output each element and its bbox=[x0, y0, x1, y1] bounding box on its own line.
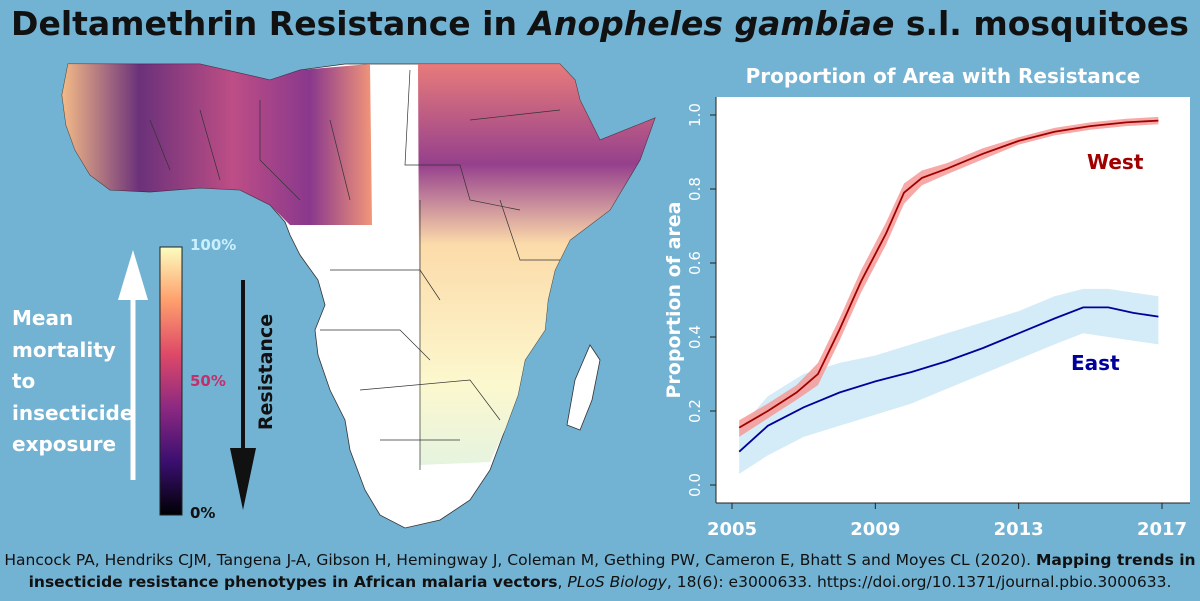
citation-details: , 18(6): e3000633. https://doi.org/10.13… bbox=[666, 573, 1172, 591]
y-tick-label: 0.8 bbox=[686, 177, 704, 201]
mortality-arrow-icon bbox=[118, 250, 148, 480]
west-resistance-raster bbox=[62, 64, 372, 225]
title-species: Anopheles gambiae bbox=[528, 4, 895, 43]
proportion-chart: Proportion of Area with Resistance 0.0 0.… bbox=[663, 64, 1190, 540]
title-text-end: s.l. mosquitoes bbox=[894, 4, 1189, 43]
citation: Hancock PA, Hendriks CJM, Tangena J-A, G… bbox=[4, 551, 1196, 591]
east-resistance-raster bbox=[418, 64, 655, 465]
scale-label-mid: 50% bbox=[190, 372, 226, 390]
y-tick-label: 0.6 bbox=[686, 251, 704, 275]
series-west-line bbox=[738, 119, 1159, 429]
scale-label-bottom: 0% bbox=[190, 504, 216, 522]
chart-title: Proportion of Area with Resistance bbox=[746, 64, 1141, 88]
resistance-arrow-icon bbox=[230, 280, 256, 510]
africa-map: Resistance bbox=[61, 63, 656, 529]
x-tick-label: 2005 bbox=[707, 519, 757, 540]
mortality-label: Mean mortality to insecticide exposure bbox=[12, 306, 134, 456]
y-axis-label: Proportion of area bbox=[663, 202, 685, 399]
east-series-label: East bbox=[1071, 351, 1120, 375]
y-tick-label: 0.2 bbox=[686, 399, 704, 423]
citation-journal: PLoS Biology bbox=[567, 573, 667, 591]
madagascar bbox=[566, 344, 601, 431]
series-west-confidence-band bbox=[739, 116, 1159, 437]
figure-title: Deltamethrin Resistance in Anopheles gam… bbox=[0, 4, 1200, 43]
y-tick-label: 1.0 bbox=[686, 103, 704, 127]
citation-authors: Hancock PA, Hendriks CJM, Tangena J-A, G… bbox=[4, 551, 1032, 569]
y-tick-label: 0.4 bbox=[686, 325, 704, 349]
series-east-confidence-band bbox=[739, 288, 1159, 474]
resistance-map-panel: Resistance Mean mortality to insecticide… bbox=[0, 60, 660, 545]
x-tick-label: 2013 bbox=[994, 519, 1044, 540]
mortality-color-scale bbox=[159, 246, 183, 516]
resistance-label: Resistance bbox=[255, 314, 277, 430]
x-tick-label: 2017 bbox=[1137, 519, 1187, 540]
west-series-label: West bbox=[1087, 150, 1144, 174]
series-east-line bbox=[738, 306, 1159, 453]
y-tick-label: 0.0 bbox=[686, 473, 704, 497]
title-text-start: Deltamethrin Resistance in bbox=[11, 4, 529, 43]
country-borders bbox=[149, 69, 561, 470]
x-tick-label: 2009 bbox=[850, 519, 900, 540]
scale-label-top: 100% bbox=[190, 236, 237, 254]
citation-article-title: Mapping trends in insecticide resistance… bbox=[28, 551, 1196, 591]
